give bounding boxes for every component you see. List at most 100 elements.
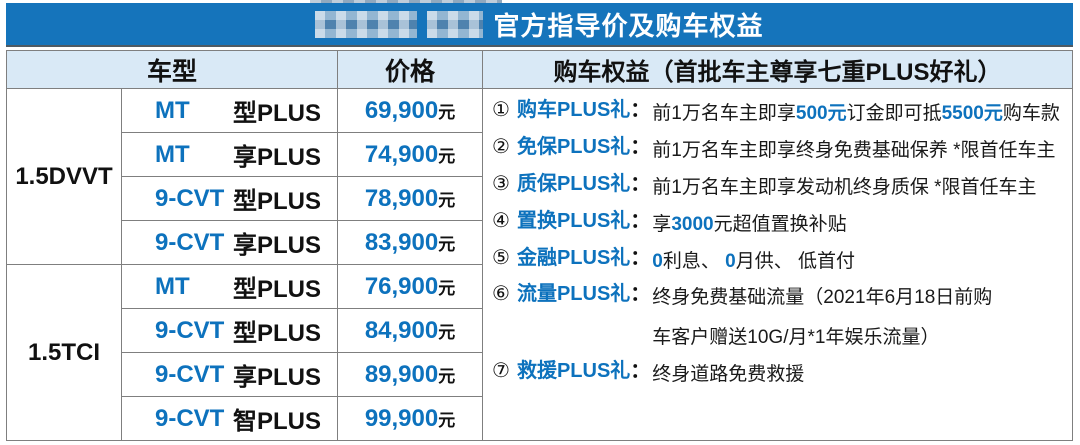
benefit-label: 流量PLUS礼 — [516, 283, 631, 306]
price-unit: 元 — [438, 102, 456, 122]
benefit-plain-text: 前1万名车主即享 — [652, 103, 796, 124]
variant-cell: 9-CVT 型PLUS — [120, 176, 339, 221]
price-cell: 69,900元 — [337, 88, 484, 133]
variant-inner: MT 型PLUS — [123, 93, 337, 128]
benefit-item: ② 免保PLUS礼：前1万名车主即享终身免费基础保养 *限首任车主 — [492, 134, 1066, 171]
benefit-colon: ： — [630, 360, 651, 383]
table-row: 9-CVT 享PLUS 83,900元 — [7, 220, 1073, 265]
benefit-item: ⑦ 救援PLUS礼：终身道路免费救援 — [492, 358, 1066, 395]
benefit-text: 0利息、 0月供、 低首付 — [652, 242, 1066, 282]
benefit-colon: ： — [630, 172, 651, 195]
price-value: 99,900 — [364, 404, 439, 432]
price-cell: 76,900元 — [337, 264, 484, 309]
price-unit: 元 — [438, 190, 456, 210]
benefit-number-icon: ③ — [492, 172, 510, 195]
price-cell: 84,900元 — [337, 308, 484, 353]
benefit-text: 前1万名车主即享发动机终身质保 *限首任车主 — [652, 168, 1066, 208]
transmission-label: MT — [155, 140, 190, 168]
price-unit: 元 — [438, 322, 456, 342]
trim-label: 享PLUS — [233, 144, 322, 171]
header-model: 车型 — [5, 50, 339, 89]
variant-cell: 9-CVT 享PLUS — [120, 220, 339, 265]
price-unit: 元 — [438, 278, 456, 298]
benefit-text: 前1万名车主即享500元订金即可抵5500元购车款 — [652, 94, 1066, 134]
table-row: 1.5DVVT MT 型PLUS 69,900元 ① 购车PLUS礼：前1万名车主即享50… — [6, 88, 1073, 441]
price-unit: 元 — [438, 366, 456, 386]
benefit-colon: ： — [630, 135, 651, 158]
price-cell: 74,900元 — [337, 132, 484, 177]
price-cell: 83,900元 — [337, 220, 484, 265]
benefit-number-icon: ① — [492, 99, 510, 121]
table-body: 1.5DVVT MT 型PLUS 69,900元 ① 购车PLUS礼：前1万名车主即享50… — [6, 88, 1073, 441]
benefit-number-icon: ⑦ — [492, 360, 510, 383]
benefit-plain-text: 利息、 — [662, 250, 726, 272]
benefit-plain-text: 月供、 低首付 — [735, 250, 856, 272]
benefit-plain-text: 终身道路免费救援 — [652, 364, 805, 386]
price-cell: 78,900元 — [337, 176, 484, 221]
table-row: 9-CVT 智PLUS 99,900元 — [7, 396, 1073, 441]
trim-label: 享PLUS — [233, 364, 322, 391]
transmission-label: 9-CVT — [155, 404, 225, 432]
benefit-colon: ： — [630, 99, 651, 121]
benefit-label: 金融PLUS礼 — [516, 246, 631, 269]
censored-model-mosaic — [427, 10, 484, 38]
benefit-colon: ： — [630, 283, 651, 306]
variant-cell: MT 型PLUS — [120, 264, 339, 309]
benefit-highlight: 3000 — [671, 213, 714, 235]
benefit-text: 享3000元超值置换补贴 — [652, 205, 1066, 245]
benefit-item: ④ 置换PLUS礼：享3000元超值置换补贴 — [492, 208, 1066, 245]
benefit-highlight: 5500元 — [941, 103, 1003, 124]
trim-label: 型PLUS — [233, 188, 322, 215]
title-bar: 官方指导价及购车权益 — [6, 3, 1073, 47]
transmission-label: MT — [155, 96, 190, 124]
header-price: 价格 — [337, 50, 484, 89]
benefits-cell: ① 购车PLUS礼：前1万名车主即享500元订金即可抵5500元购车款 ② 免保PLU… — [482, 88, 1073, 441]
price-value: 89,900 — [364, 360, 439, 388]
transmission-label: 9-CVT — [155, 316, 225, 344]
price-cell: 89,900元 — [337, 352, 484, 397]
benefit-number-icon: ④ — [492, 209, 510, 232]
table-row: 9-CVT 享PLUS 89,900元 — [7, 352, 1073, 397]
benefit-colon: ： — [630, 209, 651, 232]
benefit-item: ⑤ 金融PLUS礼： 0利息、 0月供、 低首付 — [492, 245, 1066, 282]
benefit-plain-text: 前1万名车主即享终身免费基础保养 *限首任车主 — [652, 139, 1056, 161]
page-title: 官方指导价及购车权益 — [493, 10, 764, 41]
variant-inner: 9-CVT 型PLUS — [123, 181, 337, 216]
trim-label: 享PLUS — [233, 232, 322, 259]
benefit-label: 置换PLUS礼 — [516, 209, 631, 232]
trim-label: 型PLUS — [233, 100, 322, 127]
benefit-label: 质保PLUS礼 — [516, 172, 631, 195]
benefit-plain-text: 元超值置换补贴 — [713, 213, 847, 235]
variant-inner: 9-CVT 享PLUS — [123, 357, 337, 392]
variant-inner: 9-CVT 享PLUS — [123, 225, 337, 260]
benefit-label: 救援PLUS礼 — [516, 360, 631, 383]
benefit-plain-text: 享 — [652, 213, 672, 235]
benefit-text: 终身道路免费救援 — [652, 355, 1066, 395]
benefit-item: ③ 质保PLUS礼：前1万名车主即享发动机终身质保 *限首任车主 — [492, 171, 1066, 208]
benefit-label: 购车PLUS礼 — [516, 99, 631, 121]
variant-cell: MT 型PLUS — [120, 88, 339, 133]
price-value: 78,900 — [364, 184, 439, 212]
variant-cell: MT 享PLUS — [120, 132, 339, 177]
benefit-plain-text: 前1万名车主即享发动机终身质保 *限首任车主 — [652, 176, 1037, 198]
benefit-highlight: 500元 — [795, 103, 847, 124]
engine-name-cell: 1.5DVVT — [6, 88, 122, 265]
benefit-colon: ： — [630, 246, 651, 269]
trim-label: 智PLUS — [233, 408, 322, 435]
price-unit: 元 — [438, 146, 456, 166]
variant-cell: 9-CVT 享PLUS — [120, 352, 339, 397]
price-cell: 99,900元 — [337, 396, 484, 441]
benefit-highlight: 0 — [652, 250, 663, 272]
price-unit: 元 — [438, 410, 456, 430]
table-row: 9-CVT 型PLUS 78,900元 — [7, 176, 1073, 221]
table-header: 车型 价格 购车权益（首批车主尊享七重PLUS好礼） — [5, 50, 1073, 89]
variant-inner: MT 享PLUS — [123, 137, 337, 172]
benefit-plain-text: 终身免费基础流量（2021年6月18日前购 — [652, 287, 993, 309]
price-value: 76,900 — [364, 272, 439, 300]
variant-cell: 9-CVT 智PLUS — [120, 396, 339, 441]
benefit-plain-text: 车客户赠送10G/月*1年娱乐流量） — [652, 327, 940, 349]
benefit-item: ⑥ 流量PLUS礼：终身免费基础流量（2021年6月18日前购 车客户赠送10G/月… — [492, 281, 1066, 358]
benefit-plain-text: 购车款 — [1002, 103, 1060, 124]
price-unit: 元 — [438, 234, 456, 254]
transmission-label: 9-CVT — [155, 228, 225, 256]
